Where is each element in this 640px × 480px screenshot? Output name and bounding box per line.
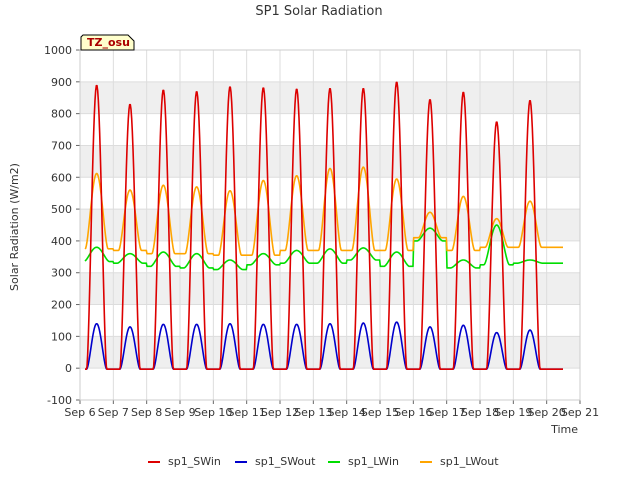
grid-band <box>80 81 580 114</box>
x-tick-label: Sep 17 <box>428 406 466 419</box>
y-axis: -100 0 100 200 300 400 500 600 700 800 900 1000 <box>44 44 80 407</box>
x-tick-label: Sep 11 <box>228 406 266 419</box>
badge-box <box>80 34 135 51</box>
x-tick-label: Sep 14 <box>328 406 366 419</box>
x-tick-label: Sep 19 <box>494 406 532 419</box>
grid-band <box>80 272 580 305</box>
legend-label: sp1_LWout <box>440 455 499 468</box>
y-tick-label: 800 <box>51 108 72 121</box>
badge-label: TZ_osu <box>87 36 130 49</box>
x-tick-label: Sep 8 <box>131 406 162 419</box>
legend: sp1_SWin sp1_SWout sp1_LWin sp1_LWout <box>148 455 499 468</box>
background-bands <box>80 81 580 369</box>
y-axis-label: Solar Radiation (W/m2) <box>8 163 21 291</box>
legend-label: sp1_SWout <box>255 455 316 468</box>
y-tick-label: 700 <box>51 139 72 152</box>
y-tick-label: 1000 <box>44 44 72 57</box>
series-lines <box>84 81 564 370</box>
chart-title: SP1 Solar Radiation <box>255 4 382 19</box>
legend-item-sp1_LWout: sp1_LWout <box>420 455 499 468</box>
plot-frame <box>79 49 581 401</box>
grid-band <box>80 336 580 369</box>
x-tick-label: Sep 7 <box>98 406 129 419</box>
x-tick-label: Sep 15 <box>361 406 399 419</box>
legend-item-sp1_SWout: sp1_SWout <box>235 455 316 468</box>
legend-item-sp1_SWin: sp1_SWin <box>148 455 221 468</box>
legend-label: sp1_LWin <box>348 455 399 468</box>
y-tick-label: 300 <box>51 267 72 280</box>
x-tick-label: Sep 18 <box>461 406 499 419</box>
x-tick-label: Sep 20 <box>528 406 566 419</box>
x-tick-label: Sep 13 <box>294 406 332 419</box>
grid-lines <box>79 49 581 401</box>
y-tick-label: 200 <box>51 299 72 312</box>
y-tick-label: 600 <box>51 171 72 184</box>
legend-item-sp1_LWin: sp1_LWin <box>328 455 399 468</box>
series-line-sp1_LWout <box>84 166 564 257</box>
legend-label: sp1_SWin <box>168 455 221 468</box>
site-badge: TZ_osu <box>80 34 135 51</box>
y-tick-label: 900 <box>51 76 72 89</box>
y-tick-label: 500 <box>51 203 72 216</box>
y-tick-label: 100 <box>51 330 72 343</box>
x-tick-label: Sep 16 <box>394 406 432 419</box>
y-tick-label: 400 <box>51 235 72 248</box>
x-axis-label: Time <box>550 423 578 436</box>
series-line-sp1_SWin <box>84 81 564 370</box>
grid-band <box>80 145 580 178</box>
y-tick-label: -100 <box>47 394 72 407</box>
x-tick-label: Sep 21 <box>561 406 599 419</box>
x-tick-label: Sep 6 <box>64 406 95 419</box>
x-tick-label: Sep 10 <box>194 406 232 419</box>
x-tick-label: Sep 9 <box>164 406 195 419</box>
y-tick-label: 0 <box>65 362 72 375</box>
x-tick-label: Sep 12 <box>261 406 299 419</box>
